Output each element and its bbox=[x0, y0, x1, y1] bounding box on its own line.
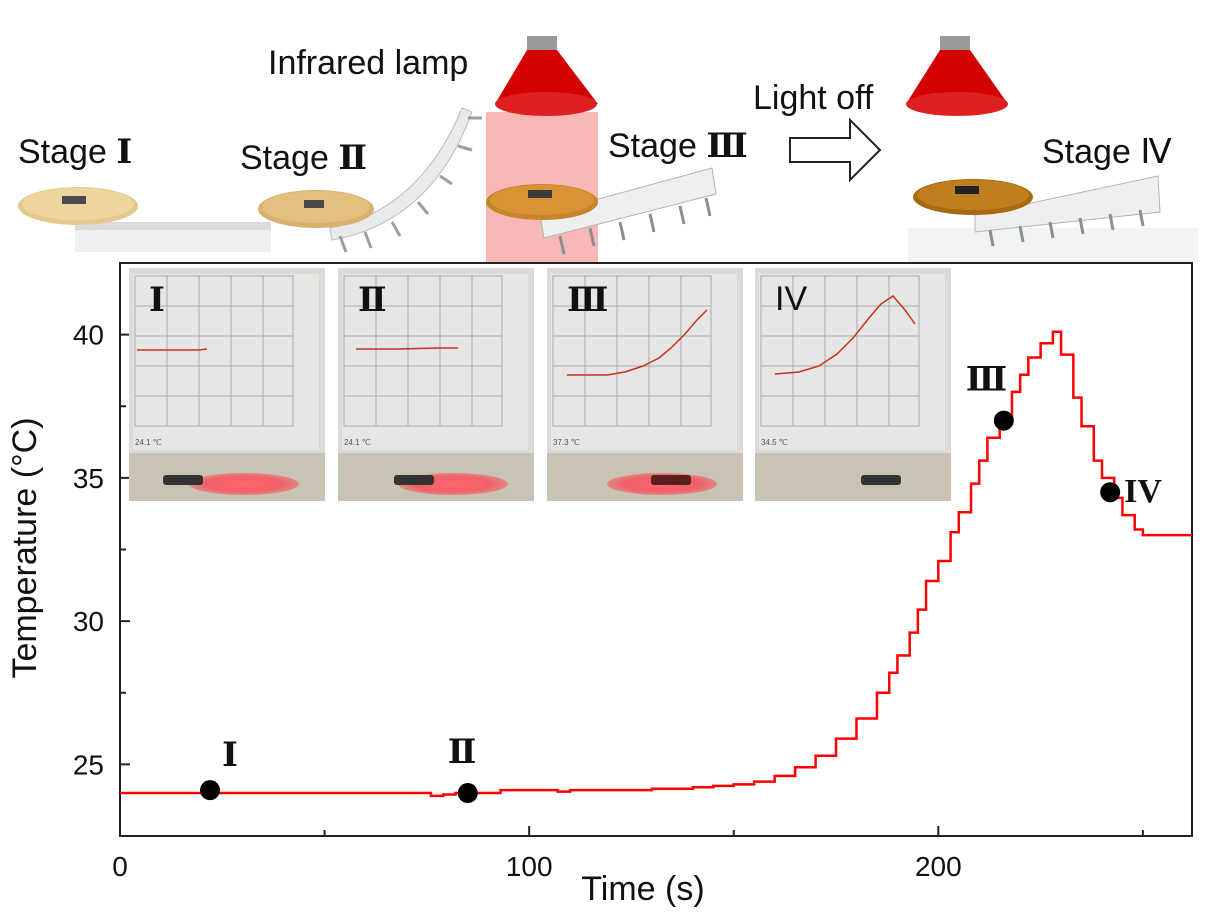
stage-illustration bbox=[18, 36, 1198, 262]
y-axis-label: Temperature (°C) bbox=[6, 417, 44, 678]
stage-markers: Ⅰ Ⅱ Ⅲ IV bbox=[200, 360, 1162, 804]
x-axis-label: Time (s) bbox=[581, 870, 704, 908]
stage-marker bbox=[200, 780, 221, 801]
stage-3-device-illustration bbox=[486, 167, 717, 255]
arrow-right-icon bbox=[789, 117, 882, 183]
inset-reading: 24.1 ℃ bbox=[344, 438, 371, 447]
stage-1-device-illustration bbox=[18, 187, 271, 252]
infrared-lamp-label: Infrared lamp bbox=[268, 44, 469, 82]
stage-3-label: Stage Ⅲ bbox=[608, 126, 748, 166]
y-tick-label: 40 bbox=[73, 320, 104, 351]
lamp-off-illustration bbox=[906, 36, 1008, 116]
x-tick-label: 200 bbox=[915, 851, 962, 882]
inset-photo-1: Ⅰ 24.1 ℃ bbox=[129, 268, 325, 501]
stage-marker bbox=[1100, 482, 1121, 503]
stage-marker-label: Ⅰ bbox=[222, 735, 238, 775]
x-tick-label: 100 bbox=[506, 851, 553, 882]
axis-tick-labels: 0 100 200 25 30 35 40 bbox=[73, 320, 962, 882]
inset-photo-3: Ⅲ 37.3 ℃ bbox=[547, 268, 743, 501]
stage-marker-label: Ⅲ bbox=[966, 360, 1007, 400]
series-line-temperature bbox=[120, 330, 1192, 798]
stage-marker-label: Ⅱ bbox=[448, 732, 477, 772]
inset-reading: 34.5 ℃ bbox=[761, 438, 788, 447]
stage-marker bbox=[457, 783, 478, 804]
inset-photo-2: Ⅱ 24.1 ℃ bbox=[338, 268, 534, 501]
stage-1-label: Stage Ⅰ bbox=[18, 132, 133, 172]
inset-tag: Ⅱ bbox=[358, 280, 387, 320]
y-tick-label: 30 bbox=[73, 606, 104, 637]
stage-4-device-illustration bbox=[908, 175, 1198, 262]
stage-2-label: Stage Ⅱ bbox=[240, 138, 367, 178]
light-off-label: Light off bbox=[753, 79, 874, 117]
axis-ticks bbox=[119, 262, 1144, 837]
x-tick-label: 0 bbox=[112, 851, 128, 882]
y-tick-label: 35 bbox=[73, 463, 104, 494]
inset-photo-4: IV 34.5 ℃ bbox=[755, 268, 951, 501]
inset-tag: IV bbox=[775, 280, 808, 318]
inset-tag: Ⅲ bbox=[567, 280, 609, 320]
stage-2-device-illustration bbox=[258, 107, 482, 253]
inset-reading: 24.1 ℃ bbox=[135, 438, 162, 447]
y-tick-label: 25 bbox=[73, 749, 104, 780]
stage-4-label: Stage Ⅳ bbox=[1042, 133, 1172, 171]
stage-marker-label: IV bbox=[1124, 473, 1162, 510]
inset-tag: Ⅰ bbox=[149, 280, 165, 320]
stage-marker bbox=[993, 410, 1014, 431]
inset-reading: 37.3 ℃ bbox=[553, 438, 580, 447]
